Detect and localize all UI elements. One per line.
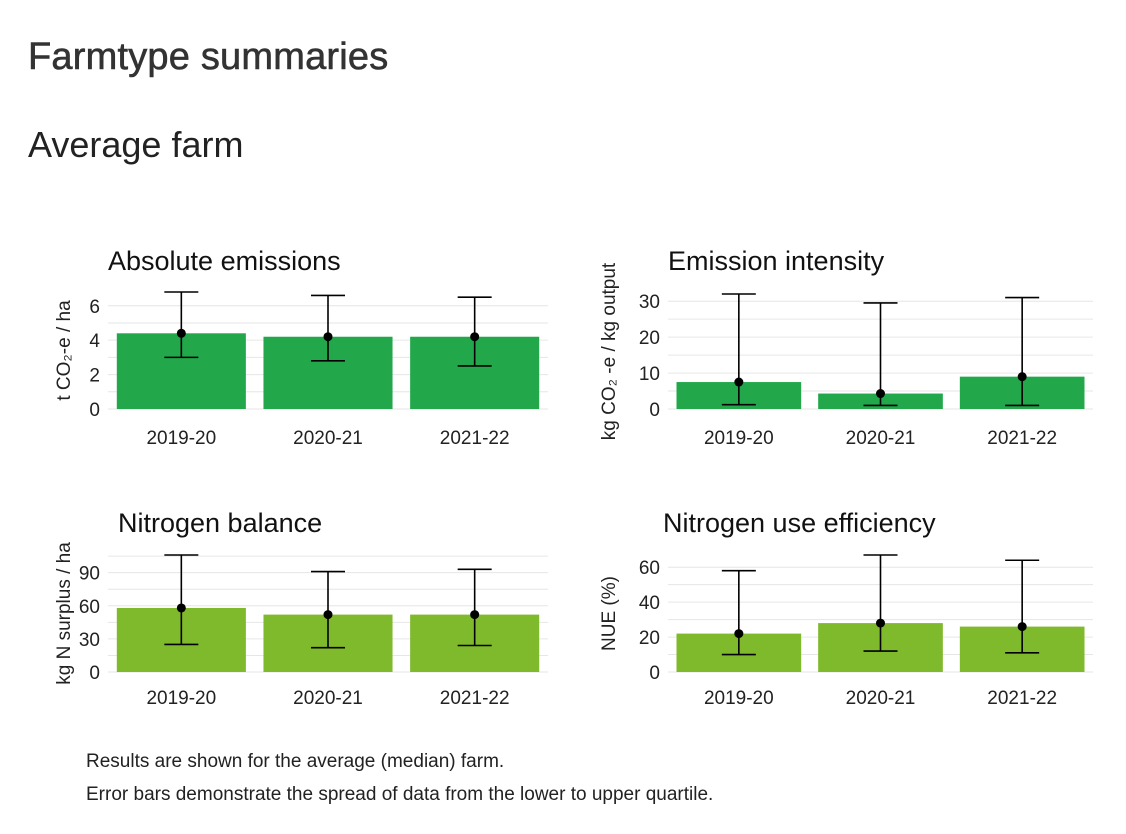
- chart-title: Nitrogen use efficiency: [663, 508, 936, 538]
- error-bar-2020-21: [311, 294, 345, 362]
- chart-svg: Emission intensity 0 10 20 30 kg CO₂ -e / kg …: [599, 246, 1093, 449]
- x-tick-label-2019-20: 2019-20: [704, 428, 774, 449]
- y-tick-label: 6: [89, 297, 100, 318]
- median-point-2019-20: [734, 377, 744, 387]
- chart-title: Nitrogen balance: [118, 508, 322, 538]
- footnotes: Results are shown for the average (media…: [86, 750, 713, 816]
- error-bar-2019-20: [164, 554, 199, 646]
- x-tick-label-2020-21: 2020-21: [846, 428, 916, 449]
- chart-title: Absolute emissions: [108, 246, 341, 276]
- x-tick-label-2019-20: 2019-20: [146, 428, 216, 449]
- median-point-2021-22: [470, 332, 480, 342]
- y-axis-label: t CO₂-e / ha: [54, 300, 75, 401]
- x-tick-label-2021-22: 2021-22: [440, 428, 510, 449]
- chart-svg: Absolute emissions 0 2 4 6 t CO₂-e / ha 2019-2…: [54, 246, 548, 449]
- median-point-2021-22: [470, 610, 480, 620]
- x-tick-label-2020-21: 2020-21: [293, 688, 363, 709]
- section-title: Average farm: [28, 124, 244, 165]
- error-bar-2021-22: [1005, 296, 1040, 407]
- footnote-median: Results are shown for the average (media…: [86, 751, 505, 772]
- x-tick-label-2020-21: 2020-21: [293, 428, 363, 449]
- y-tick-label: 0: [89, 400, 100, 421]
- page-title: Farmtype summaries: [28, 36, 389, 79]
- error-bar-2021-22: [457, 296, 492, 367]
- error-bar-2020-21: [311, 570, 345, 649]
- chart-nitrogen-use-efficiency: Nitrogen use efficiency 0 20 40 60 NUE (%) 201…: [595, 495, 1105, 715]
- chart-title: Emission intensity: [668, 246, 885, 276]
- error-bar-2021-22: [457, 568, 492, 647]
- error-bar-2019-20: [721, 569, 756, 656]
- median-point-2019-20: [176, 328, 186, 338]
- y-tick-label: 60: [79, 597, 100, 618]
- y-tick-label: 2: [89, 366, 100, 387]
- chart-absolute-emissions: Absolute emissions 0 2 4 6 t CO₂-e / ha 2019-2…: [50, 232, 570, 452]
- median-point-2021-22: [1017, 622, 1027, 632]
- median-point-2020-21: [876, 618, 885, 628]
- error-bar-2019-20: [164, 291, 199, 359]
- y-tick-label: 90: [79, 564, 100, 585]
- chart-emission-intensity: Emission intensity 0 10 20 30 kg CO₂ -e / kg …: [595, 232, 1105, 462]
- x-tick-label-2021-22: 2021-22: [987, 688, 1057, 709]
- y-tick-label: 30: [79, 630, 100, 651]
- x-tick-label-2020-21: 2020-21: [846, 688, 916, 709]
- y-tick-label: 30: [639, 292, 660, 313]
- y-axis-label: NUE (%): [599, 576, 620, 651]
- error-bar-2021-22: [1005, 559, 1040, 654]
- y-axis-label: kg CO₂ -e / kg output: [599, 262, 620, 440]
- y-tick-label: 0: [649, 400, 660, 421]
- x-tick-label-2021-22: 2021-22: [440, 688, 510, 709]
- y-tick-label: 0: [649, 663, 660, 684]
- median-point-2020-21: [323, 332, 333, 342]
- median-point-2021-22: [1017, 372, 1027, 382]
- y-tick-label: 40: [639, 593, 660, 614]
- chart-nitrogen-balance: Nitrogen balance 0 30 60 90 kg N surplus / ha…: [50, 495, 570, 715]
- y-axis-label: kg N surplus / ha: [54, 542, 75, 685]
- y-tick-label: 10: [639, 364, 660, 385]
- chart-svg: Nitrogen use efficiency 0 20 40 60 NUE (%) 201…: [599, 508, 1093, 709]
- x-tick-label-2021-22: 2021-22: [987, 428, 1057, 449]
- y-tick-label: 20: [639, 628, 660, 649]
- x-tick-label-2019-20: 2019-20: [146, 688, 216, 709]
- y-tick-label: 60: [639, 558, 660, 579]
- y-tick-label: 4: [89, 331, 100, 352]
- median-point-2019-20: [734, 629, 744, 639]
- x-tick-label-2019-20: 2019-20: [704, 688, 774, 709]
- median-point-2019-20: [176, 603, 186, 613]
- error-bar-2020-21: [863, 302, 898, 407]
- median-point-2020-21: [323, 610, 333, 620]
- y-tick-label: 20: [639, 328, 660, 349]
- footnote-error-bars: Error bars demonstrate the spread of dat…: [86, 784, 714, 805]
- median-point-2020-21: [876, 389, 885, 399]
- error-bar-2020-21: [863, 554, 898, 652]
- y-tick-label: 0: [89, 663, 100, 684]
